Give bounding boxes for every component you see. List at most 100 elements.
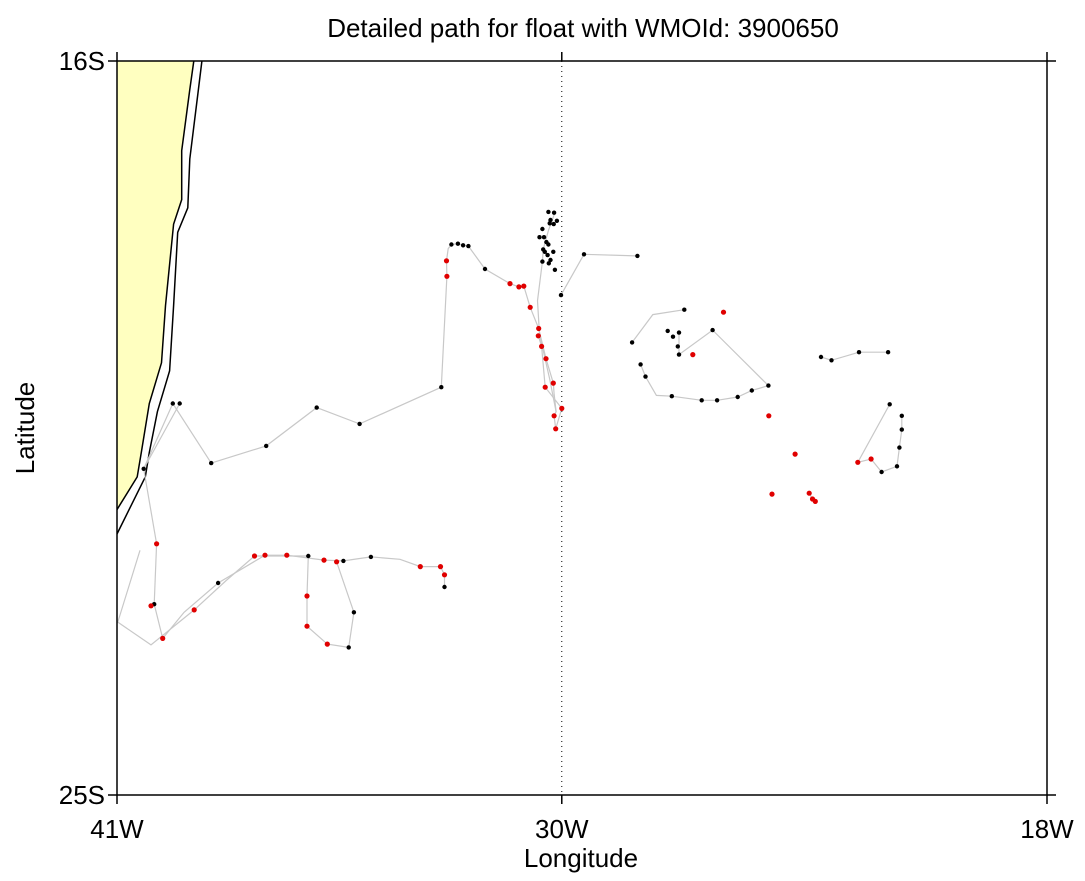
- profile-point-red: [160, 635, 166, 642]
- profile-point-black: [897, 445, 902, 450]
- track-segment-7: [631, 309, 685, 343]
- profile-point-black: [887, 402, 892, 407]
- x-tick-label: 41W: [90, 814, 144, 844]
- profile-point-red: [553, 426, 559, 432]
- profile-point-red: [441, 572, 448, 578]
- profile-point-red: [443, 258, 450, 264]
- profile-point-black: [314, 405, 319, 410]
- profile-point-red: [321, 557, 327, 563]
- x-tick-label: 30W: [535, 814, 589, 844]
- profile-point-black: [546, 261, 551, 266]
- profile-point-black: [899, 413, 904, 418]
- profile-point-red: [769, 491, 775, 497]
- profile-point-black: [548, 257, 553, 263]
- profile-point-red: [304, 593, 310, 599]
- plot-frame: [116, 60, 1048, 796]
- track-segment-6: [560, 253, 638, 296]
- profile-point-black: [541, 235, 547, 240]
- y-axis-ticks: 16S 25S: [59, 46, 1056, 810]
- track-segment-5: [536, 212, 557, 412]
- profile-point-black: [670, 334, 676, 339]
- profile-point-red: [304, 623, 310, 629]
- profile-point-black: [735, 394, 740, 400]
- profile-point-black: [682, 307, 687, 312]
- profile-point-red: [536, 325, 542, 332]
- profile-point-black: [894, 464, 900, 469]
- profile-point-black: [879, 469, 884, 475]
- profile-point-black: [264, 443, 269, 449]
- profile-point-red: [720, 309, 727, 315]
- profile-point-black: [818, 354, 824, 360]
- profile-point-black: [541, 247, 546, 252]
- profile-point-black: [710, 327, 715, 333]
- profile-point-black: [714, 398, 720, 403]
- profile-point-black: [899, 427, 904, 432]
- profile-point-black: [829, 358, 834, 363]
- profile-point-black: [442, 584, 447, 590]
- profile-point-black: [676, 352, 682, 357]
- track-segment-10: [856, 404, 903, 473]
- profile-point-red: [516, 284, 522, 290]
- profile-point-black: [675, 344, 680, 349]
- profile-point-black: [551, 221, 556, 227]
- profile-point-black: [551, 249, 556, 254]
- profile-point-red: [521, 283, 527, 289]
- profile-point-black: [466, 243, 471, 249]
- profile-point-red: [284, 552, 290, 558]
- profile-point-red: [551, 413, 557, 419]
- profile-point-red: [417, 564, 423, 570]
- profile-point-black: [545, 252, 550, 258]
- profile-point-red: [527, 304, 533, 310]
- profile-point-black: [669, 394, 674, 399]
- profile-point-red: [535, 333, 541, 339]
- profile-point-red: [437, 564, 444, 570]
- profile-point-black: [351, 610, 357, 615]
- profile-point-black: [346, 645, 351, 650]
- land-area: [117, 61, 194, 510]
- profile-point-red: [191, 607, 197, 613]
- profile-point-black: [547, 221, 552, 226]
- profile-point-red: [444, 273, 450, 279]
- profile-point-black: [665, 328, 670, 334]
- profile-point-black: [643, 374, 648, 379]
- profile-point-red: [507, 281, 513, 287]
- profile-point-red: [812, 498, 818, 504]
- profile-point-black: [540, 259, 545, 264]
- x-tick-label: 18W: [1020, 814, 1074, 844]
- profile-point-black: [177, 401, 182, 406]
- profile-point-red: [543, 356, 549, 362]
- profile-point-red: [251, 553, 258, 559]
- x-axis-label: Longitude: [524, 843, 638, 873]
- profile-point-red: [550, 380, 556, 386]
- profile-point-black: [341, 558, 346, 564]
- profile-point-red: [559, 405, 565, 411]
- profile-point-black: [215, 580, 221, 586]
- profile-point-red: [148, 603, 154, 609]
- profile-point-black: [581, 252, 587, 257]
- profile-point-black: [885, 350, 891, 355]
- x-axis-ticks: 41W 30W 18W: [90, 52, 1074, 844]
- profile-point-red: [539, 343, 545, 349]
- y-axis-label: Latitude: [10, 382, 40, 475]
- profile-point-black: [558, 292, 564, 298]
- profile-point-black: [749, 388, 754, 393]
- profile-point-black: [766, 383, 771, 388]
- profile-point-black: [635, 253, 640, 259]
- profile-point-black: [449, 242, 454, 247]
- profile-point-black: [554, 218, 560, 223]
- profile-point-black: [439, 385, 444, 390]
- track-segment-2: [117, 550, 355, 649]
- y-tick-label: 16S: [59, 46, 105, 76]
- profile-point-black: [141, 466, 146, 471]
- profile-point-black: [552, 267, 558, 272]
- profile-point-black: [540, 226, 545, 232]
- float-tracks: [117, 212, 903, 649]
- red-profile-points: [148, 258, 874, 647]
- profile-point-black: [357, 421, 362, 427]
- profile-point-red: [766, 413, 772, 419]
- profile-point-black: [460, 243, 466, 248]
- profile-point-black: [537, 235, 542, 240]
- profile-point-black: [546, 209, 551, 215]
- profile-point-red: [542, 384, 548, 390]
